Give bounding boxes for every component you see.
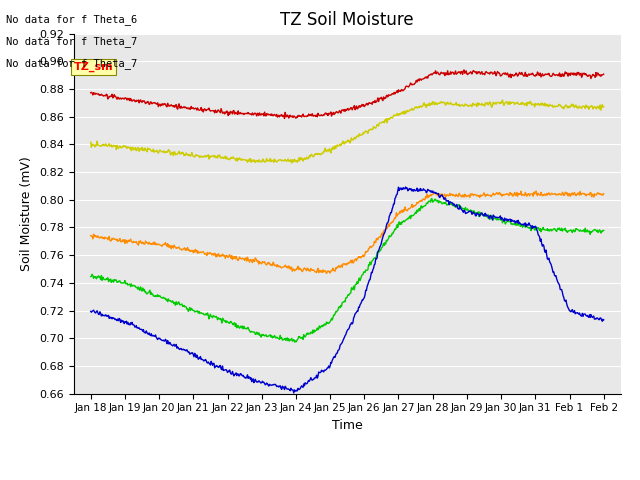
Theta_2: [200, 249, 207, 255]
Theta_5: [200, 357, 207, 363]
Line: Theta_1: Theta_1: [91, 70, 604, 119]
Theta_1: [390, 91, 397, 97]
Legend: Theta_1, Theta_2, Theta_3, Theta_4, Theta_5: Theta_1, Theta_2, Theta_3, Theta_4, Thet…: [99, 479, 595, 480]
Theta_5: [340, 336, 348, 342]
Line: Theta_3: Theta_3: [91, 100, 604, 163]
Theta_4: [291, 339, 298, 345]
Theta_4: [221, 318, 229, 324]
Theta_4: [600, 228, 607, 233]
Theta_1: [340, 108, 348, 114]
Theta_5: [221, 367, 229, 373]
Line: Theta_5: Theta_5: [91, 187, 604, 393]
Title: TZ Soil Moisture: TZ Soil Moisture: [280, 11, 414, 29]
Line: Theta_4: Theta_4: [91, 199, 604, 342]
Theta_1: [600, 71, 607, 77]
Theta_2: [600, 191, 607, 197]
Theta_2: [323, 271, 330, 276]
Y-axis label: Soil Moisture (mV): Soil Moisture (mV): [20, 156, 33, 271]
Theta_3: [554, 103, 562, 109]
Theta_2: [340, 261, 348, 267]
Theta_5: [554, 280, 562, 286]
Theta_3: [288, 160, 296, 166]
Theta_1: [200, 109, 207, 115]
Theta_1: [87, 90, 95, 96]
Theta_1: [281, 116, 289, 121]
Theta_5: [402, 184, 410, 190]
Theta_4: [340, 299, 348, 305]
Theta_5: [290, 390, 298, 396]
Text: No data for f Theta_7: No data for f Theta_7: [6, 36, 138, 47]
Theta_5: [390, 201, 397, 207]
Theta_4: [390, 229, 397, 235]
Theta_4: [428, 196, 435, 202]
Theta_3: [87, 139, 95, 145]
Theta_5: [87, 309, 95, 314]
X-axis label: Time: Time: [332, 419, 363, 432]
Theta_1: [440, 70, 448, 75]
Theta_2: [87, 233, 95, 239]
Theta_1: [460, 67, 468, 73]
Theta_2: [440, 192, 448, 198]
Theta_5: [600, 317, 607, 323]
Theta_2: [554, 192, 562, 198]
Line: Theta_2: Theta_2: [91, 191, 604, 274]
Theta_3: [390, 113, 397, 119]
Theta_3: [600, 104, 607, 109]
Theta_4: [87, 274, 95, 279]
Theta_2: [390, 218, 397, 224]
Theta_3: [221, 154, 229, 159]
Theta_4: [441, 201, 449, 206]
Theta_1: [554, 73, 562, 79]
Theta_3: [200, 154, 207, 160]
Text: No data for f Theta_6: No data for f Theta_6: [6, 14, 138, 25]
Theta_1: [221, 109, 229, 115]
Theta_2: [532, 188, 540, 194]
Theta_4: [200, 311, 207, 316]
Theta_5: [441, 195, 449, 201]
Theta_2: [221, 255, 229, 261]
Theta_3: [340, 141, 348, 146]
Theta_3: [499, 97, 506, 103]
Text: No data for f Theta_7: No data for f Theta_7: [6, 58, 138, 69]
Theta_3: [440, 99, 448, 105]
Theta_4: [554, 225, 562, 231]
Text: TZ_sm: TZ_sm: [74, 61, 113, 72]
